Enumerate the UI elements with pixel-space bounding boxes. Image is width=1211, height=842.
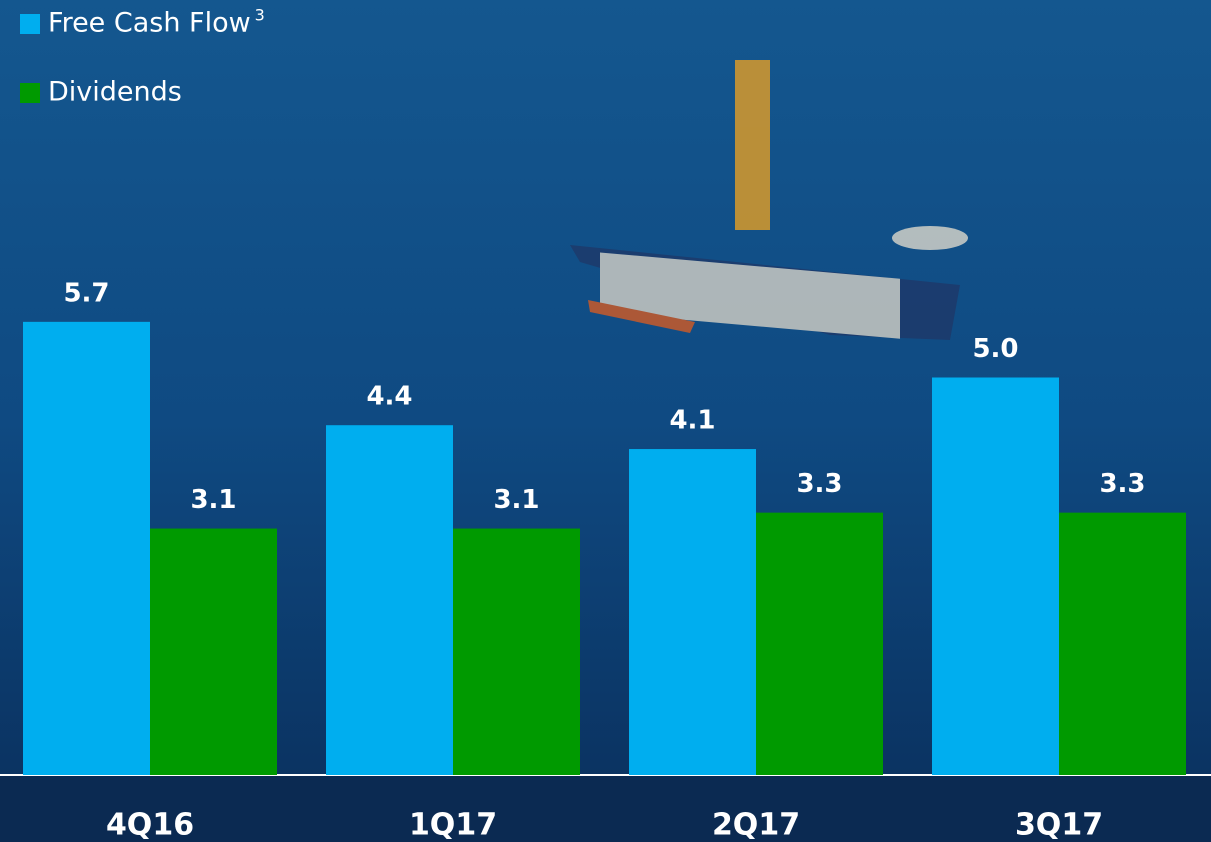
legend-swatch	[20, 83, 40, 103]
bar	[23, 322, 150, 775]
legend-label: Free Cash Flow	[48, 8, 251, 39]
page: {"chart_data": {"type": "bar", "categori…	[0, 0, 1211, 842]
value-label: 4.1	[669, 406, 715, 436]
x-tick-label: 4Q16	[106, 808, 194, 842]
bar	[756, 513, 883, 775]
value-label: 3.1	[493, 485, 539, 515]
x-tick-label: 3Q17	[1015, 808, 1103, 842]
legend-footnote: 3	[255, 6, 265, 25]
value-label: 5.7	[63, 278, 109, 308]
chart: Free Cash Flow3 Dividends 5.7 3.1 4Q16 4.4 3.1…	[0, 0, 1211, 842]
value-label: 4.4	[366, 382, 412, 412]
value-label: 3.3	[796, 469, 842, 499]
value-label: 3.1	[190, 485, 236, 515]
x-tick-label: 1Q17	[409, 808, 497, 842]
bar	[150, 529, 277, 775]
legend-label: Dividends	[48, 77, 182, 108]
bar	[326, 425, 453, 775]
value-label: 5.0	[972, 334, 1018, 364]
bar	[932, 378, 1059, 776]
x-tick-label: 2Q17	[712, 808, 800, 842]
legend-swatch	[20, 14, 40, 34]
bar	[453, 529, 580, 775]
bar	[629, 449, 756, 775]
bar	[1059, 513, 1186, 775]
value-label: 3.3	[1099, 469, 1145, 499]
